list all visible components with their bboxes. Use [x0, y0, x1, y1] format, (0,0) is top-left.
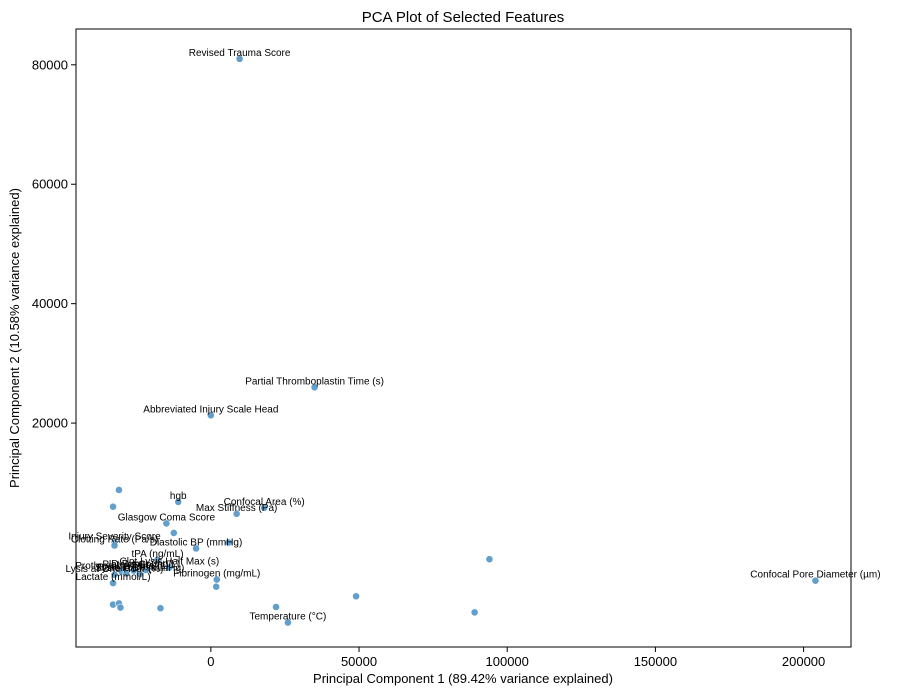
- data-point: [470, 608, 479, 617]
- data-point: [284, 618, 292, 627]
- data-point-label: Clot Lysis Half Max (s): [120, 557, 220, 568]
- data-point: [192, 544, 200, 553]
- data-point-label: Glasgow Coma Score: [118, 512, 216, 523]
- data-point: [169, 529, 178, 537]
- y-axis: 20000 40000 60000 80000: [32, 57, 76, 431]
- data-point: [232, 509, 241, 518]
- data-point: [156, 604, 165, 613]
- data-points: [109, 54, 820, 627]
- data-point: [485, 555, 494, 564]
- data-point: [272, 603, 280, 611]
- data-point: [224, 538, 233, 547]
- x-tick-label: 100000: [486, 654, 529, 669]
- y-axis-label: Principal Component 2 (10.58% variance e…: [7, 188, 22, 488]
- data-point: [212, 582, 221, 591]
- data-point: [122, 569, 131, 578]
- data-point-label: Injury Severity Score: [68, 532, 161, 543]
- plot-frame: [75, 28, 852, 648]
- data-point-label: Partial Thromboplastin Time (s): [245, 376, 384, 387]
- y-tick-label: 40000: [32, 296, 68, 311]
- x-tick-label: 50000: [341, 654, 377, 669]
- data-point: [135, 570, 144, 579]
- data-point: [162, 519, 171, 528]
- x-axis: 0 50000 100000 150000 200000: [207, 647, 825, 669]
- data-point-label: Confocal Pore Diameter (µm): [750, 570, 880, 581]
- x-tick-label: 0: [207, 654, 214, 669]
- data-point: [206, 411, 215, 420]
- x-tick-label: 200000: [782, 654, 825, 669]
- y-tick-label: 80000: [32, 57, 68, 72]
- x-axis-label: Principal Component 1 (89.42% variance e…: [313, 671, 613, 686]
- data-point: [153, 555, 162, 564]
- data-point-label: hgb: [170, 491, 187, 502]
- data-point-label: Platelet Count: [102, 560, 165, 571]
- data-point: [165, 563, 174, 572]
- data-point: [310, 383, 319, 392]
- data-point: [260, 503, 269, 512]
- data-point-label: Diastolic BP (mmHg): [150, 537, 243, 548]
- data-point: [116, 603, 125, 612]
- data-point-label: Temperature (°C): [250, 612, 327, 623]
- data-point: [174, 498, 183, 506]
- data-point-label: Prothrombin Time (s): [75, 561, 168, 572]
- data-point-label: D-Dimer (mg/L): [111, 559, 180, 570]
- chart-title: PCA Plot of Selected Features: [362, 9, 565, 26]
- data-point: [811, 576, 820, 585]
- data-point-label: Lysis at One Hour (%): [66, 564, 164, 575]
- data-point-label: Abbreviated Injury Scale Head: [143, 404, 278, 415]
- data-point: [109, 502, 117, 511]
- data-point: [129, 566, 138, 575]
- data-point: [115, 486, 123, 494]
- plot-area: 0 50000 100000 150000 200000 20000 40000 60000…: [32, 28, 881, 669]
- data-point: [110, 570, 119, 579]
- data-point: [235, 54, 244, 63]
- data-point-label: Fibrinogen (mg/mL): [173, 569, 260, 580]
- data-point-label: tPA (ng/mL): [131, 549, 183, 560]
- data-point: [352, 592, 360, 601]
- data-point-label: Lactate (mmol/L): [76, 572, 151, 583]
- data-point-label: Base Excess: [97, 563, 155, 574]
- data-point-label: Clotting Rate (Pa/s): [71, 534, 158, 545]
- data-point-label: Confocal Area (%): [224, 497, 305, 508]
- data-point-label: Revised Trauma Score: [189, 48, 291, 59]
- x-tick-label: 150000: [634, 654, 677, 669]
- y-tick-label: 20000: [32, 416, 68, 431]
- data-point-label: Systolic BP (mmHg): [95, 563, 184, 574]
- data-point-label: Max Stiffness (Pa): [196, 503, 278, 514]
- y-tick-label: 60000: [32, 177, 68, 192]
- data-point: [141, 566, 150, 574]
- data-point: [109, 579, 117, 588]
- data-point: [110, 541, 119, 550]
- point-labels: Revised Trauma Score Partial Thromboplast…: [66, 48, 881, 623]
